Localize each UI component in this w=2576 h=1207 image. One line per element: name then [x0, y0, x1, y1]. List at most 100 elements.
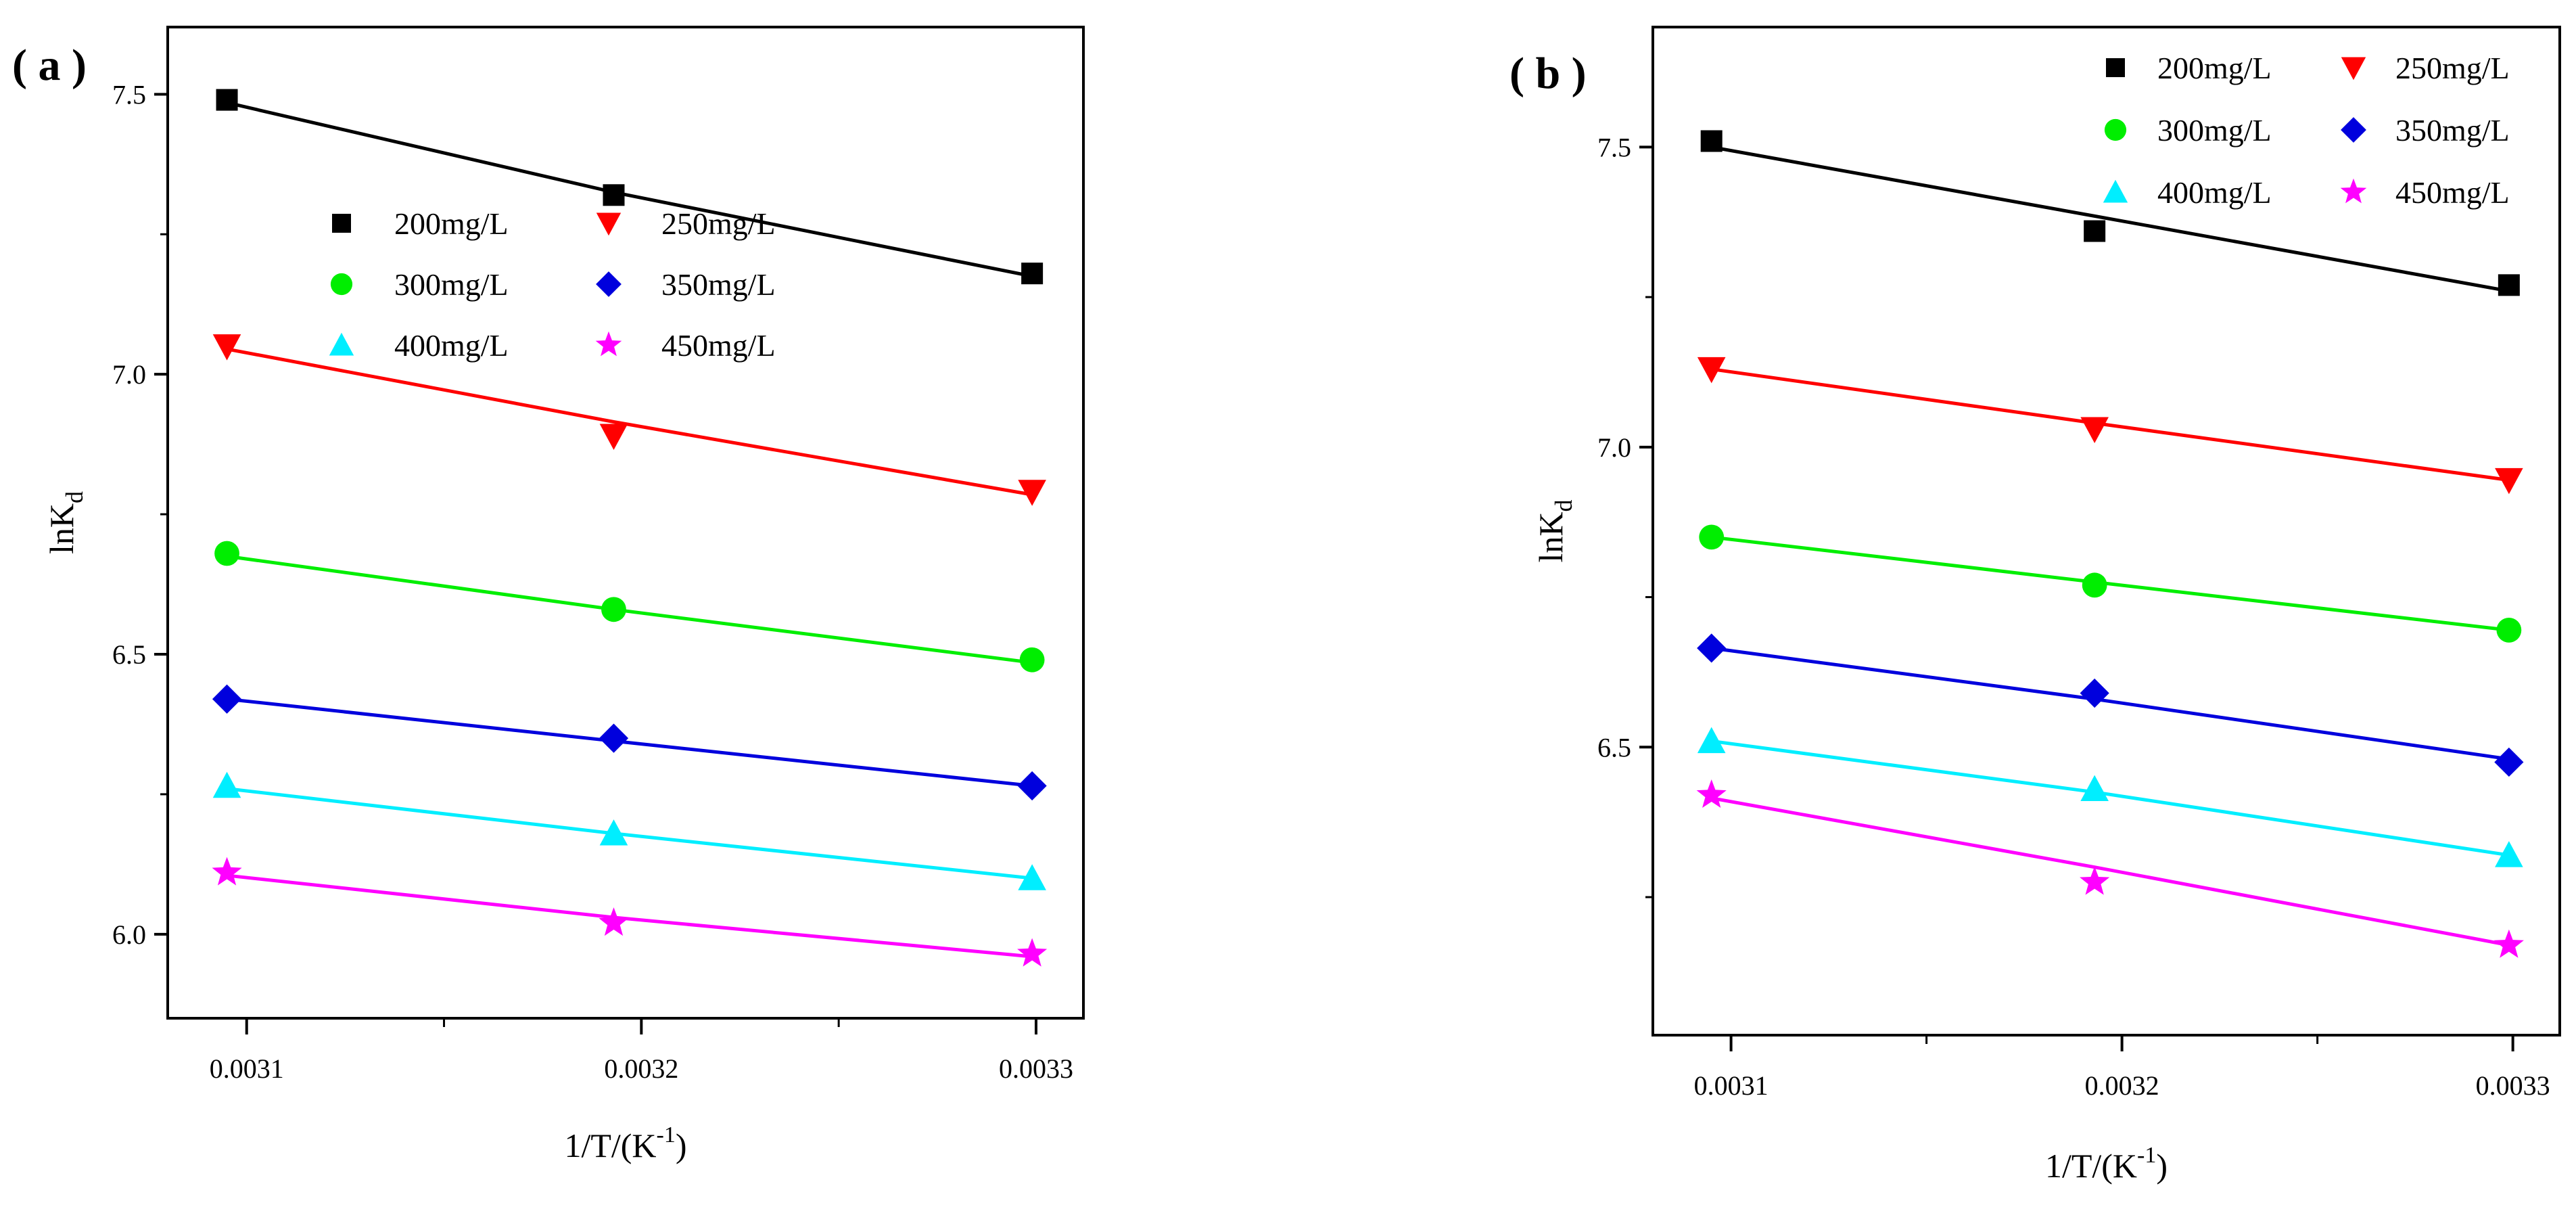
data-point [212, 334, 241, 361]
legend-label: 450mg/L [2395, 175, 2510, 210]
fit-line [1711, 646, 2510, 761]
data-point [216, 89, 238, 111]
panel-label: ( b ) [1509, 49, 1587, 98]
x-tick-label: 0.0033 [999, 1053, 1073, 1084]
data-point [1697, 357, 1726, 384]
data-point [599, 424, 628, 451]
legend-label: 450mg/L [661, 328, 776, 363]
data-point [601, 597, 626, 622]
fit-line [227, 554, 1033, 664]
data-point [2082, 572, 2107, 598]
data-point [2080, 775, 2109, 802]
x-axis-title-main: 1/T/(K [564, 1126, 656, 1164]
legend-marker [330, 273, 353, 296]
data-point [1699, 524, 1725, 550]
y-axis-title: lnKd [43, 491, 88, 554]
data-point [1017, 938, 1048, 967]
legend-marker [2104, 118, 2127, 141]
x-tick-label: 0.0033 [2476, 1070, 2550, 1101]
legend-label: 200mg/L [394, 206, 509, 241]
data-point [1018, 864, 1046, 890]
legend-marker [2341, 57, 2366, 81]
y-tick-label: 6.0 [112, 919, 146, 950]
legend-label: 350mg/L [2395, 113, 2510, 147]
legend-marker [2103, 179, 2128, 203]
data-point [1021, 263, 1044, 285]
y-tick-label: 6.5 [112, 639, 146, 670]
data-point [2495, 468, 2523, 495]
fit-line [1711, 145, 2510, 293]
data-point [2494, 747, 2524, 777]
fit-line [226, 101, 1033, 278]
data-point [212, 684, 242, 714]
data-point [2495, 841, 2523, 867]
data-point [2080, 678, 2109, 708]
data-point [212, 857, 242, 886]
panel-label: ( a ) [12, 41, 87, 90]
plot-frame [166, 26, 1085, 1020]
data-point [1697, 727, 1726, 754]
x-axis-title-superscript: -1 [2137, 1143, 2156, 1168]
fit-line [227, 787, 1033, 880]
x-tick-label: 0.0032 [2085, 1070, 2159, 1101]
data-point [2080, 866, 2110, 895]
x-tick-label: 0.0031 [210, 1053, 284, 1084]
y-tick-label: 7.0 [112, 359, 146, 390]
series-450mg/L: 450mg/L [212, 328, 1048, 967]
legend-label: 400mg/L [394, 328, 509, 363]
y-axis-title-main: lnK [1532, 512, 1570, 563]
series-400mg/L: 400mg/L [1697, 175, 2523, 867]
fit-line [227, 873, 1033, 959]
series-200mg/L: 200mg/L [1700, 51, 2520, 296]
legend-label: 200mg/L [2157, 51, 2272, 85]
series-200mg/L: 200mg/L [216, 89, 1044, 285]
data-point [1019, 647, 1045, 673]
legend-label: 300mg/L [394, 267, 509, 302]
legend-label: 250mg/L [661, 206, 776, 241]
x-tick-label: 0.0031 [1694, 1070, 1769, 1101]
y-tick-label: 7.5 [1597, 132, 1631, 162]
data-point [214, 541, 239, 566]
x-axis-title: 1/T/(K-1) [564, 1122, 686, 1164]
data-point [599, 819, 628, 846]
series-350mg/L: 350mg/L [1697, 113, 2524, 777]
x-axis-title-close: ) [2156, 1147, 2168, 1185]
series-250mg/L: 250mg/L [1697, 51, 2523, 495]
data-point [1700, 130, 1723, 152]
fit-line [227, 347, 1033, 497]
series-300mg/L: 300mg/L [1699, 113, 2522, 643]
series-300mg/L: 300mg/L [214, 267, 1045, 673]
series-350mg/L: 350mg/L [212, 267, 1047, 801]
legend-label: 300mg/L [2157, 113, 2272, 147]
legend-marker [2340, 178, 2367, 204]
legend-marker [2341, 117, 2366, 143]
plot-frame [1652, 26, 2561, 1037]
y-axis-title-main: lnK [43, 503, 80, 554]
data-point [599, 723, 629, 753]
x-tick-label: 0.0032 [604, 1053, 678, 1084]
legend-marker [329, 332, 354, 356]
data-point [2496, 617, 2522, 643]
y-axis-title-subscript: d [61, 491, 88, 503]
data-point [2080, 417, 2109, 444]
x-axis-title-superscript: -1 [657, 1122, 676, 1147]
data-point [2493, 929, 2524, 958]
x-axis-title-close: ) [676, 1126, 687, 1164]
legend-marker [596, 271, 622, 297]
y-tick-label: 7.0 [1597, 432, 1631, 463]
data-point [212, 771, 241, 798]
legend-label: 400mg/L [2157, 175, 2272, 210]
series-250mg/L: 250mg/L [212, 206, 1046, 506]
series-450mg/L: 450mg/L [1696, 175, 2524, 958]
y-tick-label: 6.5 [1597, 732, 1631, 762]
legend-marker [2106, 58, 2125, 77]
panel-a: 0.0031 0.0032 0.0033 6.0 6.5 7.0 7.5 ( a ) lnKd 1… [12, 26, 1085, 1164]
legend-marker [596, 212, 622, 236]
fit-line [1711, 535, 2510, 632]
y-axis-title: lnKd [1532, 500, 1577, 563]
data-point [2084, 220, 2106, 242]
x-axis-title-main: 1/T/(K [2045, 1147, 2137, 1185]
data-point [603, 184, 625, 206]
fit-line [1711, 796, 2510, 947]
